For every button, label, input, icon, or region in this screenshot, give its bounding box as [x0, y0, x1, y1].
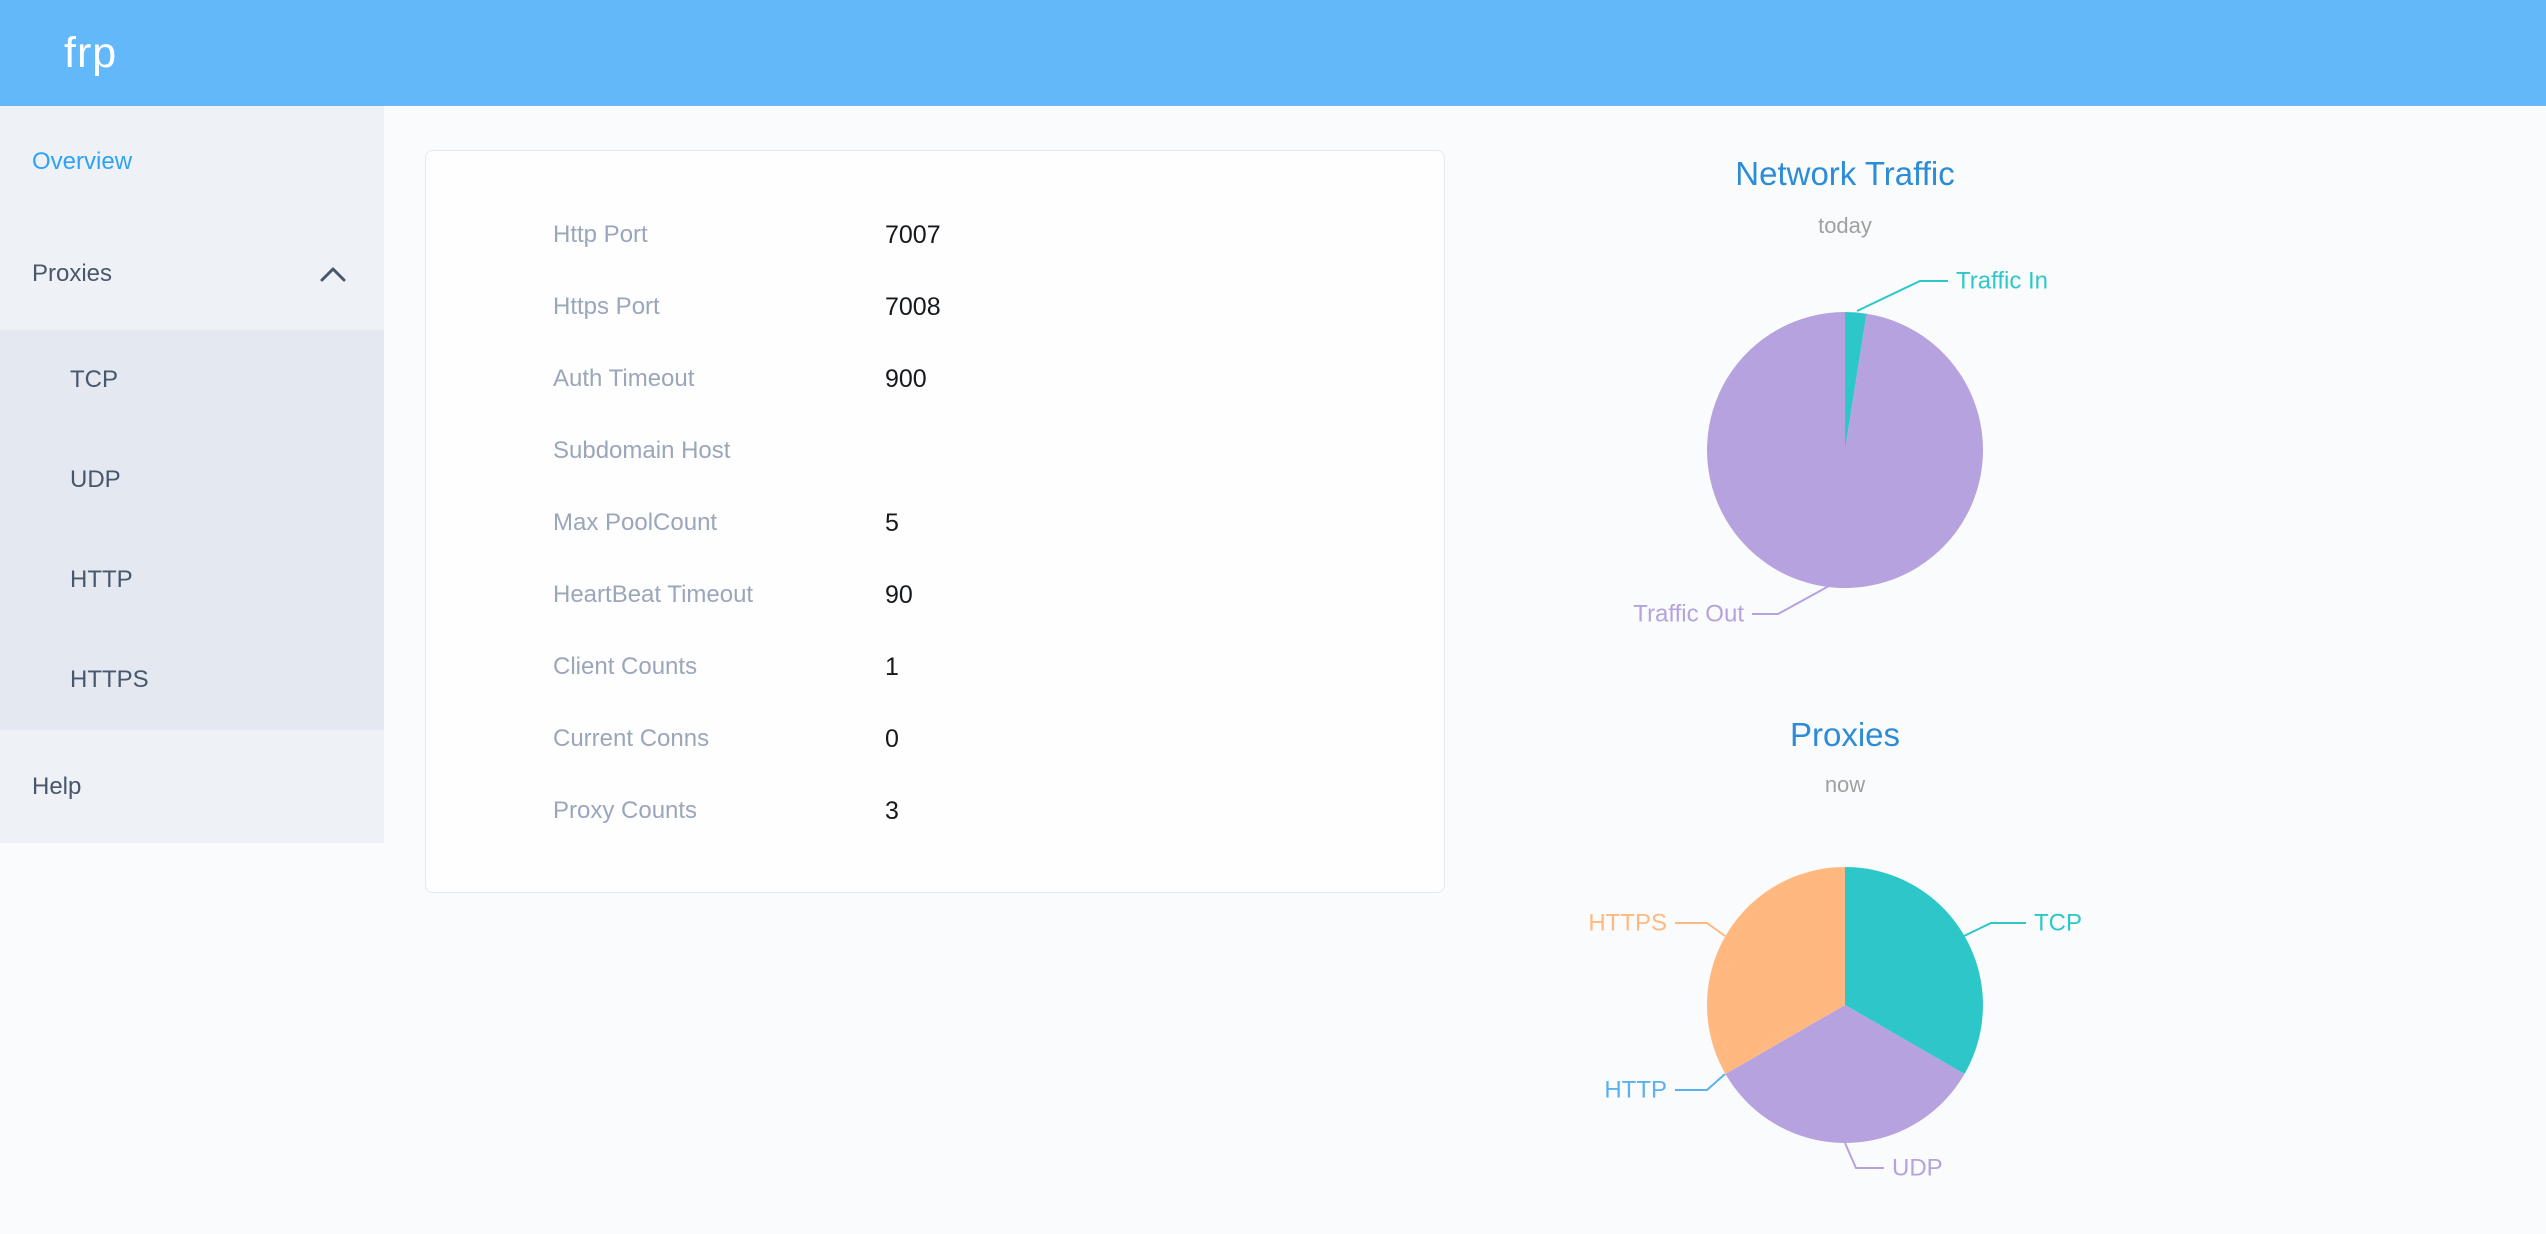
config-value: 7008 — [885, 292, 941, 321]
pie-label-udp[interactable]: UDP — [1892, 1155, 1943, 1182]
config-value: 0 — [885, 724, 899, 753]
sidebar-item-tcp-label: TCP — [70, 366, 118, 393]
config-value: 7007 — [885, 220, 941, 249]
config-value: 5 — [885, 508, 899, 537]
sidebar-item-udp-label: UDP — [70, 466, 121, 493]
sidebar-item-http-label: HTTP — [70, 566, 133, 593]
header-bar: frp — [0, 0, 2546, 106]
config-row: Subdomain Host — [426, 415, 1444, 487]
sidebar-item-overview[interactable]: Overview — [0, 106, 384, 218]
pie-label-line-udp — [1844, 1142, 1884, 1169]
config-value: 900 — [885, 364, 927, 393]
config-row: Proxy Counts 3 — [426, 775, 1444, 847]
pie-label-traffic-out[interactable]: Traffic Out — [1633, 601, 1744, 628]
pie-label-line-https — [1675, 922, 1726, 937]
pie-label-line-traffic-out — [1752, 585, 1830, 615]
config-label: Subdomain Host — [553, 437, 731, 464]
config-row: HeartBeat Timeout 90 — [426, 559, 1444, 631]
network-traffic-title: Network Traffic — [1735, 155, 1955, 192]
config-label: Client Counts — [553, 653, 698, 680]
config-row: Client Counts 1 — [426, 631, 1444, 703]
proxies-submenu: TCP UDP HTTP HTTPS — [0, 330, 384, 730]
sidebar-item-help-label: Help — [32, 772, 82, 800]
config-label: Max PoolCount — [553, 509, 718, 536]
sidebar-item-proxies-label: Proxies — [32, 260, 113, 287]
sidebar-item-overview-label: Overview — [32, 148, 133, 175]
sidebar-nav: Overview Proxies TCP UDP HTTP HTTPS Help — [0, 106, 384, 843]
sidebar-item-proxies[interactable]: Proxies — [0, 218, 384, 330]
config-row: Http Port 7007 — [426, 199, 1444, 271]
pie-slice-https[interactable] — [1707, 867, 1845, 1074]
config-label: Auth Timeout — [553, 365, 695, 392]
network-traffic-subtitle: today — [1818, 213, 1872, 238]
proxies-chart-subtitle: now — [1824, 772, 1866, 797]
pie-slice-udp[interactable] — [1725, 1005, 1965, 1143]
sidebar-item-udp[interactable]: UDP — [0, 430, 384, 530]
app-logo: frp — [64, 28, 118, 77]
config-label: Proxy Counts — [553, 797, 698, 824]
sidebar-item-https-label: HTTPS — [70, 666, 149, 693]
config-label: Https Port — [553, 293, 660, 320]
sidebar-item-help[interactable]: Help — [0, 730, 384, 843]
config-list: Http Port 7007 Https Port 7008 Auth Timeout 9… — [426, 199, 1444, 847]
server-config-card: Http Port 7007 Https Port 7008 Auth Timeout 9… — [425, 150, 1445, 893]
pie-label-traffic-in[interactable]: Traffic In — [1956, 268, 2048, 295]
config-row: Current Conns 0 — [426, 703, 1444, 775]
pie-label-line-traffic-in — [1856, 280, 1948, 312]
config-row: Max PoolCount 5 — [426, 487, 1444, 559]
pie-label-line-tcp — [1963, 922, 2026, 937]
config-row: Https Port 7008 — [426, 271, 1444, 343]
pie-label-https[interactable]: HTTPS — [1588, 910, 1667, 937]
pie-slice-tcp[interactable] — [1845, 867, 1983, 1074]
pie-slice-traffic-in[interactable] — [1845, 312, 1867, 450]
sidebar-item-tcp[interactable]: TCP — [0, 330, 384, 430]
sidebar-item-https[interactable]: HTTPS — [0, 630, 384, 730]
config-label: HeartBeat Timeout — [553, 581, 754, 608]
config-value: 90 — [885, 580, 913, 609]
pie-label-tcp[interactable]: TCP — [2034, 910, 2082, 937]
config-row: Auth Timeout 900 — [426, 343, 1444, 415]
pie-label-line-http — [1675, 1073, 1726, 1091]
pie-slice-traffic-out[interactable] — [1707, 312, 1984, 588]
config-label: Current Conns — [553, 725, 710, 752]
sidebar-item-http[interactable]: HTTP — [0, 530, 384, 630]
config-value: 1 — [885, 652, 899, 681]
config-value: 3 — [885, 796, 899, 825]
chevron-up-icon — [320, 267, 346, 282]
pie-label-http[interactable]: HTTP — [1604, 1077, 1667, 1104]
proxies-chart-title: Proxies — [1789, 716, 1901, 753]
config-label: Http Port — [553, 221, 648, 248]
